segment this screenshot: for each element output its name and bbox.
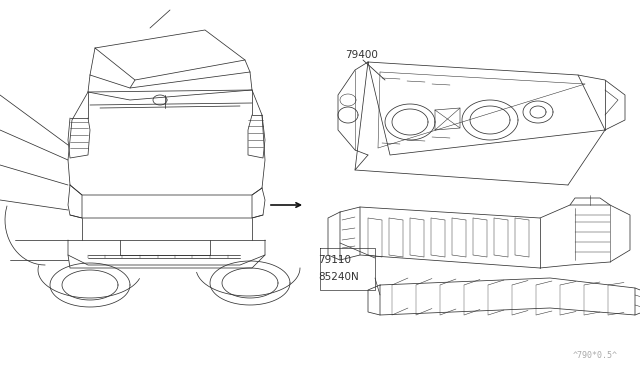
Text: ^790*0.5^: ^790*0.5^: [573, 351, 618, 360]
Text: 85240N: 85240N: [318, 272, 359, 282]
Text: 79110: 79110: [318, 255, 351, 265]
Text: 79400: 79400: [345, 50, 378, 60]
